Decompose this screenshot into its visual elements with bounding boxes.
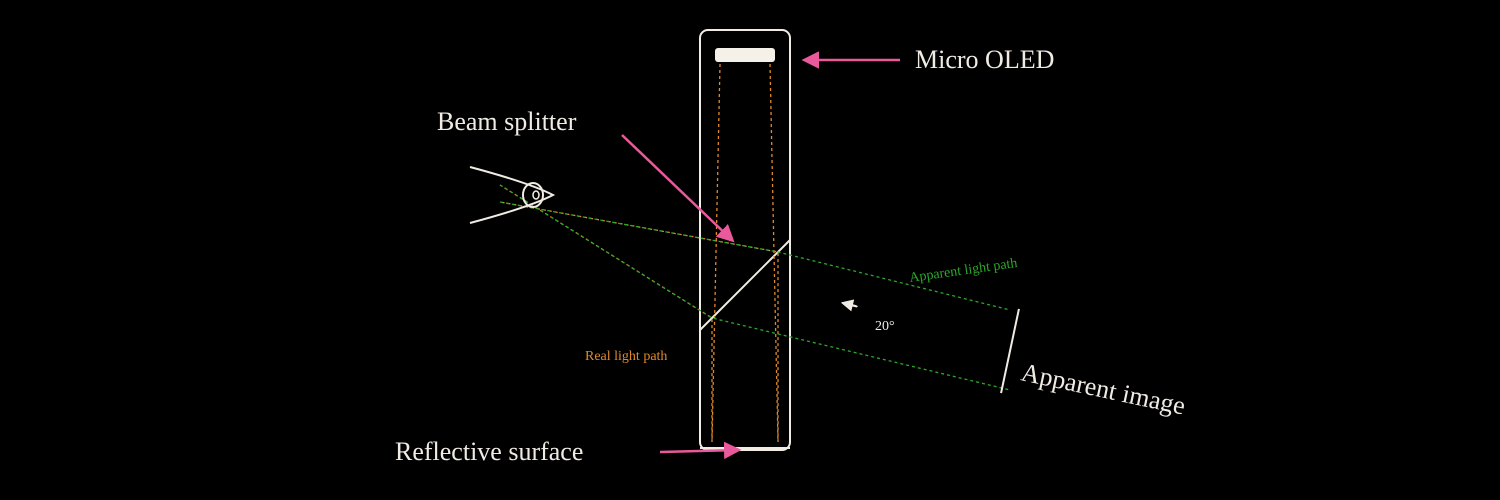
eye-icon <box>470 167 553 223</box>
optical-diagram: Micro OLED Beam splitter Reflective surf… <box>0 0 1500 500</box>
label-angle: 20° <box>875 319 895 334</box>
arrow-to-splitter <box>622 135 732 240</box>
micro-oled-block <box>715 48 775 62</box>
label-apparent-light-path: Apparent light path <box>908 256 1018 286</box>
angle-indicator <box>843 303 856 306</box>
beam-splitter-line <box>700 240 790 330</box>
label-reflective-surface: Reflective surface <box>395 437 583 466</box>
apparent-light-rays <box>500 185 1010 390</box>
label-micro-oled: Micro OLED <box>915 45 1054 74</box>
apparent-image-plane <box>1001 309 1019 393</box>
label-real-light-path: Real light path <box>585 349 667 364</box>
label-apparent-image: Apparent image <box>1019 358 1188 421</box>
label-beam-splitter: Beam splitter <box>437 107 577 136</box>
arrow-to-reflective <box>660 450 738 452</box>
